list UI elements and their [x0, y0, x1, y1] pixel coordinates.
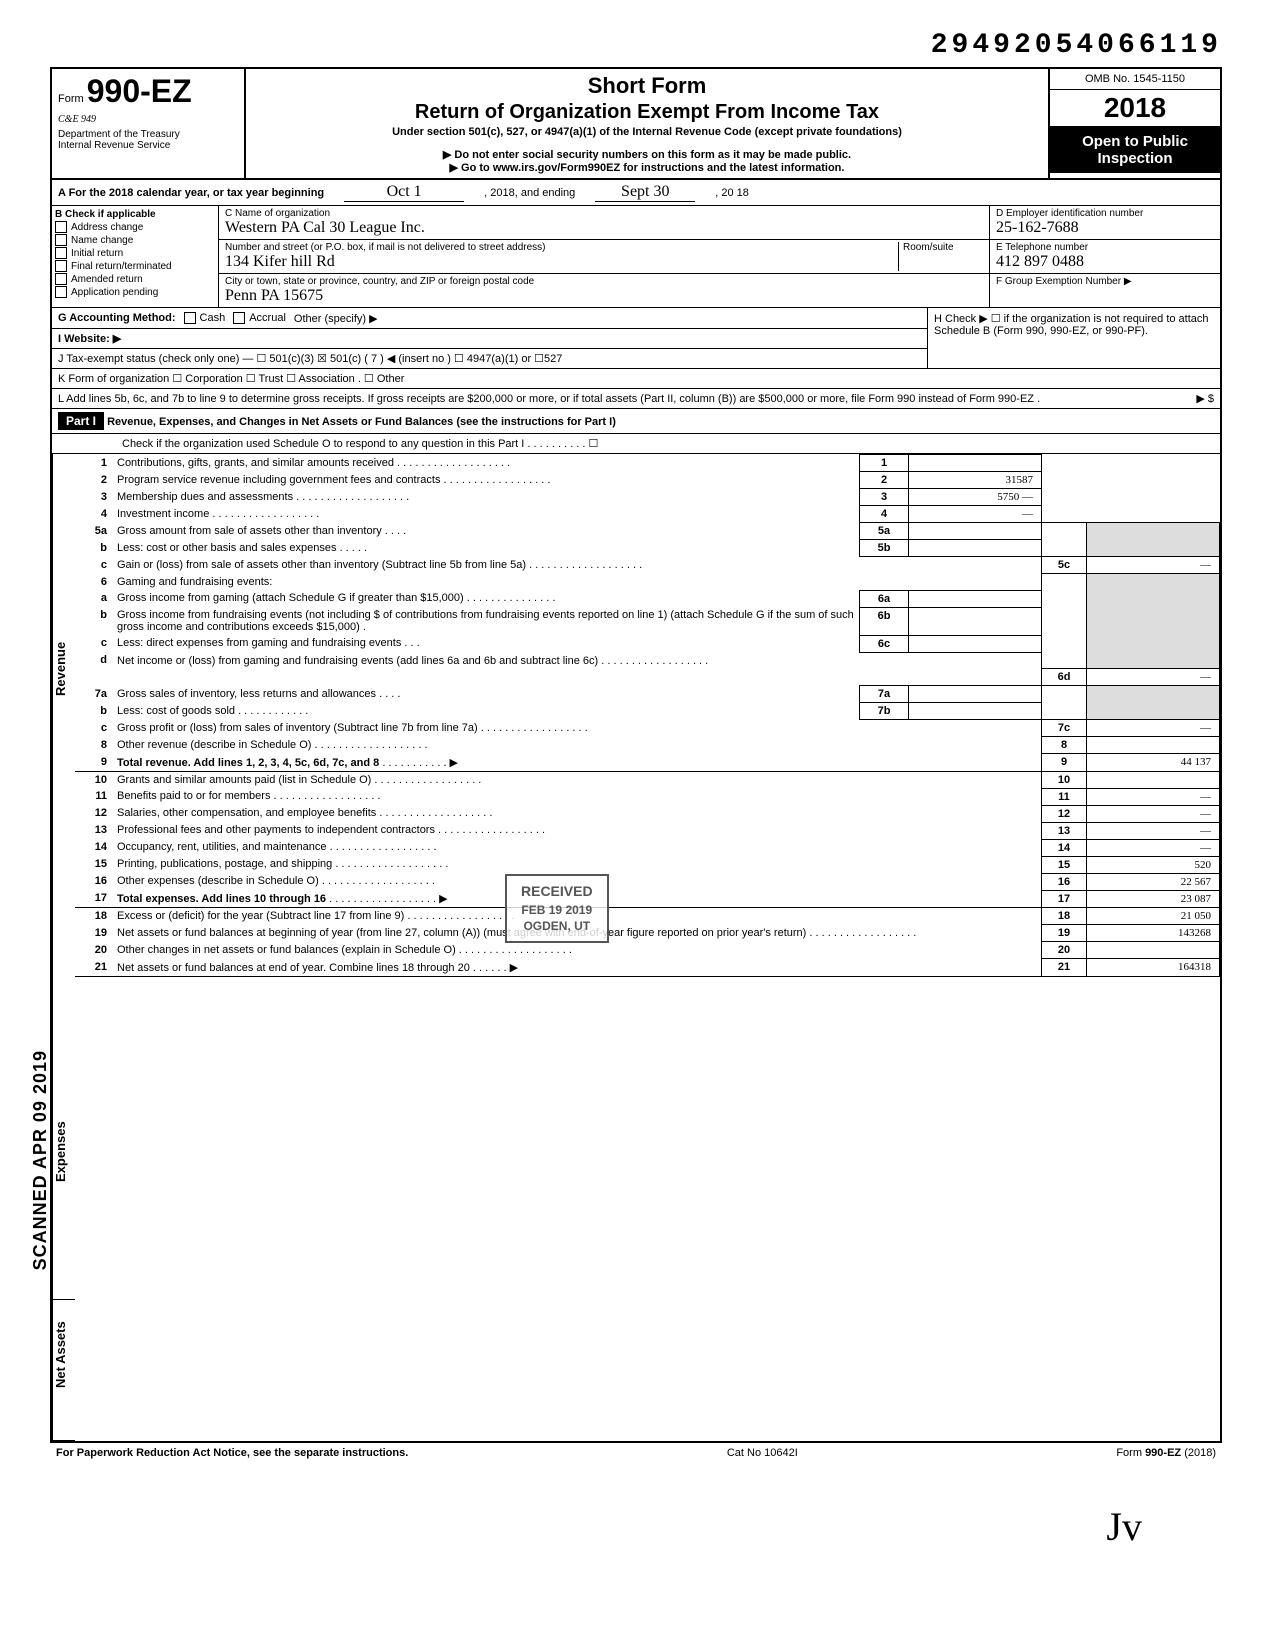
row-a-label: A For the 2018 calendar year, or tax yea…	[58, 187, 324, 199]
year-begin: Oct 1	[344, 183, 464, 202]
footer-left: For Paperwork Reduction Act Notice, see …	[56, 1447, 408, 1459]
part1-header: Part I Revenue, Expenses, and Changes in…	[52, 409, 1220, 434]
form-label: Form	[58, 93, 84, 105]
side-revenue: Revenue	[52, 454, 75, 1064]
c-city-label: City or town, state or province, country…	[225, 276, 983, 287]
form-header: Form 990-EZ C&E 949 Department of the Tr…	[52, 69, 1220, 180]
omb-number: OMB No. 1545-1150	[1050, 69, 1220, 90]
instruction-1: ▶ Do not enter social security numbers o…	[254, 148, 1040, 161]
b-label: B Check if applicable	[55, 209, 156, 220]
d-label: D Employer identification number	[996, 208, 1214, 219]
c-name-label: C Name of organization	[225, 208, 983, 219]
footer-right: Form 990-EZ (2018)	[1116, 1447, 1216, 1459]
stamp-received: RECEIVED	[521, 882, 593, 902]
part1-badge: Part I	[58, 412, 104, 430]
chk-final-return[interactable]: Final return/terminated	[55, 260, 215, 272]
row-i: I Website: ▶	[52, 329, 927, 349]
footer-mid: Cat No 10642I	[727, 1447, 798, 1459]
telephone: 412 897 0488	[996, 253, 1214, 271]
stamp-city: OGDEN, UT	[521, 918, 593, 935]
scanned-stamp: SCANNED APR 09 2019	[30, 1050, 51, 1270]
header-left: Form 990-EZ C&E 949 Department of the Tr…	[52, 69, 246, 178]
side-net-assets: Net Assets	[52, 1300, 75, 1441]
row-a: A For the 2018 calendar year, or tax yea…	[52, 180, 1220, 206]
e-label: E Telephone number	[996, 242, 1214, 253]
col-c: C Name of organization Western PA Cal 30…	[219, 206, 990, 307]
lines-area: Revenue Expenses Net Assets 1Contributio…	[52, 454, 1220, 1441]
year-end: Sept 30	[595, 183, 695, 202]
col-de: D Employer identification number 25-162-…	[990, 206, 1220, 307]
org-city: Penn PA 15675	[225, 287, 983, 305]
short-form-title: Short Form	[254, 73, 1040, 99]
part1-title: Revenue, Expenses, and Changes in Net As…	[107, 416, 616, 428]
handwritten-init: C&E 949	[58, 114, 238, 125]
row-a-yr: , 20 18	[715, 187, 749, 199]
header-right: OMB No. 1545-1150 2018 Open to Public In…	[1048, 69, 1220, 178]
chk-name-change[interactable]: Name change	[55, 234, 215, 246]
dept-label: Department of the Treasury	[58, 129, 238, 140]
row-a-mid: , 2018, and ending	[484, 187, 575, 199]
signature: Jv	[50, 1503, 1142, 1550]
part1-check: Check if the organization used Schedule …	[52, 434, 1220, 454]
under-section: Under section 501(c), 527, or 4947(a)(1)…	[254, 126, 1040, 138]
lines-table: 1Contributions, gifts, grants, and simil…	[75, 454, 1220, 977]
col-b: B Check if applicable Address change Nam…	[52, 206, 219, 307]
instruction-2: ▶ Go to www.irs.gov/Form990EZ for instru…	[254, 161, 1040, 174]
form-box: Form 990-EZ C&E 949 Department of the Tr…	[50, 67, 1222, 1443]
chk-amended[interactable]: Amended return	[55, 273, 215, 285]
info-grid: B Check if applicable Address change Nam…	[52, 206, 1220, 308]
room-suite-label: Room/suite	[898, 242, 983, 271]
row-k: K Form of organization ☐ Corporation ☐ T…	[52, 369, 1220, 389]
f-label: F Group Exemption Number ▶	[996, 276, 1214, 287]
ein: 25-162-7688	[996, 219, 1214, 237]
document-id: 29492054066119	[50, 30, 1222, 61]
footer: For Paperwork Reduction Act Notice, see …	[50, 1443, 1222, 1463]
chk-app-pending[interactable]: Application pending	[55, 286, 215, 298]
return-title: Return of Organization Exempt From Incom…	[254, 101, 1040, 124]
row-j: J Tax-exempt status (check only one) — ☐…	[52, 349, 927, 368]
row-h: H Check ▶ ☐ if the organization is not r…	[927, 308, 1220, 368]
header-center: Short Form Return of Organization Exempt…	[246, 69, 1048, 178]
chk-accrual[interactable]: Accrual	[233, 312, 286, 324]
row-l: L Add lines 5b, 6c, and 7b to line 9 to …	[52, 389, 1220, 409]
side-expenses: Expenses	[52, 1064, 75, 1300]
chk-cash[interactable]: Cash	[184, 312, 226, 324]
g-label: G Accounting Method:	[58, 312, 176, 324]
received-stamp: RECEIVED FEB 19 2019 OGDEN, UT	[505, 874, 609, 943]
c-addr-label: Number and street (or P.O. box, if mail …	[225, 242, 898, 253]
form-number: 990-EZ	[87, 73, 192, 109]
chk-initial-return[interactable]: Initial return	[55, 247, 215, 259]
g-other: Other (specify) ▶	[294, 312, 378, 325]
org-address: 134 Kifer hill Rd	[225, 253, 898, 271]
stamp-date: FEB 19 2019	[521, 902, 593, 919]
tax-year: 2018	[1050, 90, 1220, 127]
open-public-badge: Open to Public Inspection	[1050, 127, 1220, 173]
org-name: Western PA Cal 30 League Inc.	[225, 219, 983, 237]
chk-address-change[interactable]: Address change	[55, 221, 215, 233]
irs-label: Internal Revenue Service	[58, 140, 238, 151]
